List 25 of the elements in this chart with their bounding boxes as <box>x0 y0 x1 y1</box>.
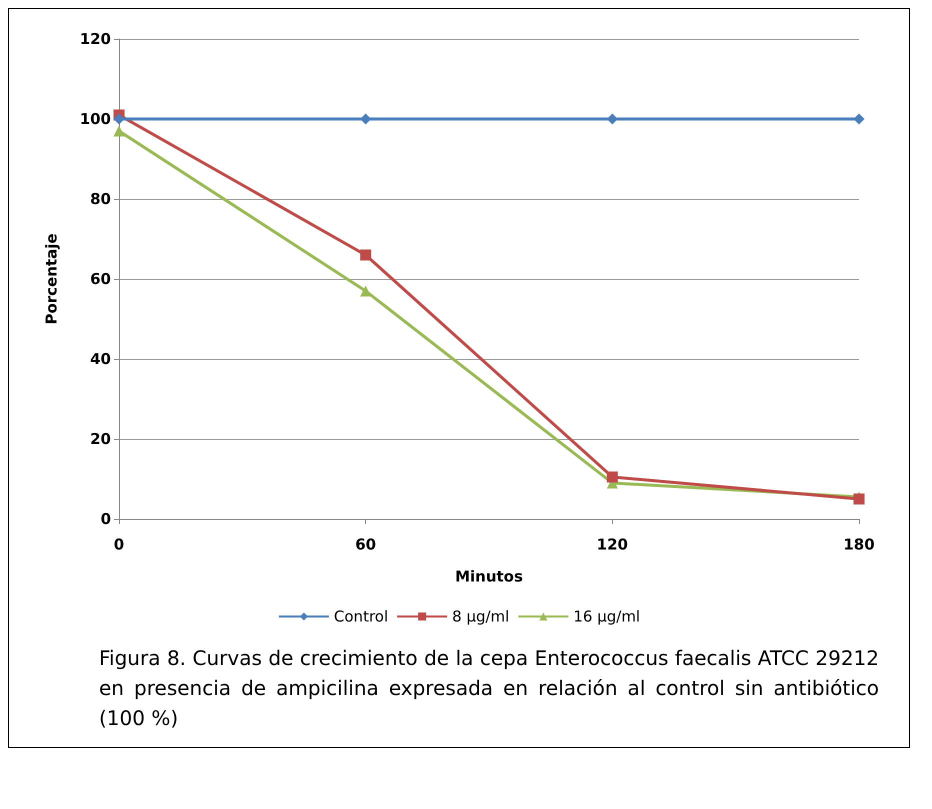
x-tick-label: 60 <box>355 536 376 554</box>
y-tick-label: 100 <box>80 110 111 128</box>
y-tick-label: 20 <box>90 430 111 448</box>
point <box>360 286 372 296</box>
text: Figura 8. Curvas de crecimiento de la cepa Enterococcus faecalis ATCC 29212 en presencia de ampicilina expresada en relación al control sin antibiótico (100 %) <box>98 645 880 732</box>
legend-label: 8 µg/ml <box>452 608 510 626</box>
point <box>360 250 372 260</box>
point <box>854 114 864 124</box>
point <box>360 114 372 124</box>
point <box>606 114 618 124</box>
y-tick-label: 60 <box>90 270 111 288</box>
y-tick-label: 120 <box>80 30 111 48</box>
legend-label: Control <box>334 608 388 626</box>
x-axis-title: Minutos <box>455 568 523 586</box>
point <box>114 126 124 136</box>
point <box>606 472 618 482</box>
y-axis-title: Porcentaje <box>42 233 60 325</box>
y-tick-label: 80 <box>90 190 111 208</box>
legend-label: 16 µg/ml <box>573 608 640 626</box>
x-tick-label: 0 <box>114 536 124 554</box>
x-tick-label: 120 <box>596 536 628 554</box>
y-tick-label: 40 <box>90 350 111 368</box>
y-tick-label: 0 <box>100 510 111 528</box>
point <box>114 114 124 124</box>
x-tick-label: 180 <box>843 536 875 554</box>
